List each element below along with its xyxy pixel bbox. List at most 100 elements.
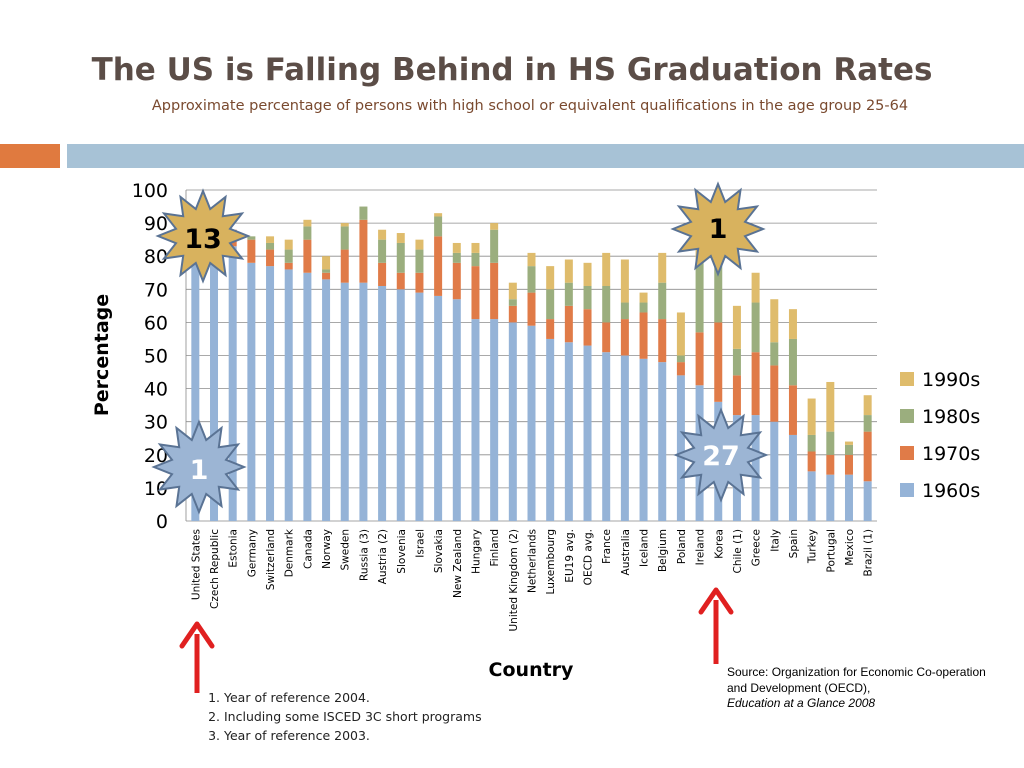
x-tick-label: Iceland <box>639 529 651 567</box>
bar-segment-1980s <box>676 355 685 363</box>
bar-segment-1970s <box>527 292 536 326</box>
bar-segment-1980s <box>359 206 368 220</box>
bar-segment-1980s <box>844 444 853 455</box>
bar-segment-1980s <box>322 269 331 273</box>
bar-segment-1980s <box>620 302 629 320</box>
x-tick-label: Luxembourg <box>545 529 557 594</box>
bar-segment-1980s <box>602 285 611 323</box>
legend-swatch <box>900 446 914 460</box>
x-tick-label: Ireland <box>695 529 707 565</box>
bar-segment-1980s <box>508 299 517 306</box>
source-publication: Education at a Glance 2008 <box>727 696 876 710</box>
accent-band-orange <box>0 144 60 168</box>
bar-segment-1990s <box>490 223 499 230</box>
bar-segment-1970s <box>583 309 592 346</box>
y-axis-title: Percentage <box>91 294 113 416</box>
bar-segment-1990s <box>844 441 853 445</box>
bar-segment-1960s <box>602 352 611 521</box>
bar-segment-1970s <box>396 272 405 290</box>
bar-segment-1990s <box>751 272 760 303</box>
legend-label: 1980s <box>922 406 980 428</box>
bar-segment-1990s <box>583 262 592 286</box>
bar-segment-1970s <box>378 262 387 286</box>
x-tick-label: Denmark <box>284 528 296 577</box>
bar-segment-1970s <box>322 272 331 280</box>
bar-segment-1970s <box>770 365 779 422</box>
bar-segment-1960s <box>807 471 816 521</box>
bar-segment-1980s <box>658 282 667 320</box>
bar-segment-1960s <box>247 262 256 521</box>
y-tick-label: 60 <box>144 312 168 334</box>
x-tick-label: Israel <box>414 529 426 558</box>
bar-segment-1990s <box>658 252 667 283</box>
x-tick-label: France <box>601 529 613 564</box>
x-tick-label: Spain <box>788 529 800 558</box>
y-tick-label: 100 <box>132 180 168 202</box>
bar-segment-1980s <box>284 249 293 263</box>
bar-segment-1960s <box>415 292 424 521</box>
rank-badge-1960s-us-label: 13 <box>184 224 222 255</box>
bar-segment-1990s <box>415 239 424 250</box>
bar-segment-1960s <box>658 362 667 521</box>
legend-label: 1970s <box>922 443 980 465</box>
bar-segment-1970s <box>340 249 349 283</box>
bar-segment-1960s <box>546 338 555 521</box>
legend-swatch <box>900 483 914 497</box>
legend-swatch <box>900 372 914 386</box>
rank-badge-1960s-korea <box>670 181 766 277</box>
x-tick-label: United States <box>190 529 202 600</box>
x-tick-label: Slovakia <box>433 529 445 573</box>
bar-segment-1980s <box>751 302 760 353</box>
bar-segment-1990s <box>788 309 797 339</box>
bar-segment-1990s <box>434 213 443 217</box>
bar-segment-1990s <box>564 259 573 283</box>
y-tick-label: 20 <box>144 445 168 467</box>
bar-segment-1960s <box>378 285 387 521</box>
bar-segment-1970s <box>508 305 517 323</box>
bar-segment-1970s <box>863 431 872 482</box>
x-tick-label: Finland <box>489 529 501 567</box>
x-tick-label: New Zealand <box>452 529 464 598</box>
bar-segment-1960s <box>564 342 573 521</box>
bar-segment-1960s <box>359 282 368 521</box>
x-tick-label: Belgium <box>657 529 669 572</box>
x-axis-title: Country <box>489 659 575 681</box>
bar-segment-1990s <box>471 242 480 253</box>
x-tick-label: Korea <box>713 529 725 559</box>
rank-badge-1960s-korea-label: 1 <box>709 214 728 245</box>
x-tick-label: United Kingdom (2) <box>508 529 520 632</box>
x-tick-label: Poland <box>676 529 688 564</box>
bar-segment-1970s <box>471 266 480 320</box>
bar-segment-1990s <box>676 312 685 356</box>
bar-segment-1980s <box>303 226 312 240</box>
bar-segment-1970s <box>303 239 312 273</box>
bar-segment-1960s <box>471 319 480 521</box>
bar-segment-1960s <box>396 289 405 521</box>
x-tick-label: Portugal <box>825 529 837 573</box>
legend-swatch <box>900 409 914 423</box>
x-tick-label: Netherlands <box>527 529 539 593</box>
bar-segment-1980s <box>490 229 499 263</box>
slide-title: The US is Falling Behind in HS Graduatio… <box>91 52 933 88</box>
footnote-3: Year of reference 2003. <box>224 726 482 745</box>
bar-segment-1970s <box>788 385 797 435</box>
y-tick-label: 90 <box>144 213 168 235</box>
source-note: Source: Organization for Economic Co-ope… <box>727 665 1007 712</box>
x-tick-label: Greece <box>751 529 763 566</box>
x-tick-label: Australia <box>620 529 632 575</box>
bar-segment-1990s <box>378 229 387 240</box>
x-tick-label: Hungary <box>470 529 482 574</box>
y-tick-label: 80 <box>144 246 168 268</box>
x-tick-label: OECD avg. <box>583 529 595 585</box>
bar-segment-1960s <box>284 269 293 521</box>
bar-segment-1970s <box>826 454 835 475</box>
y-tick-label: 30 <box>144 412 168 434</box>
bar-segment-1990s <box>266 236 275 243</box>
x-tick-label: Russia (3) <box>358 529 370 581</box>
bar-segment-1980s <box>247 236 256 240</box>
bar-segment-1970s <box>490 262 499 320</box>
bar-segment-1970s <box>639 312 648 359</box>
bar-segment-1960s <box>228 246 237 521</box>
bar-segment-1980s <box>396 242 405 273</box>
